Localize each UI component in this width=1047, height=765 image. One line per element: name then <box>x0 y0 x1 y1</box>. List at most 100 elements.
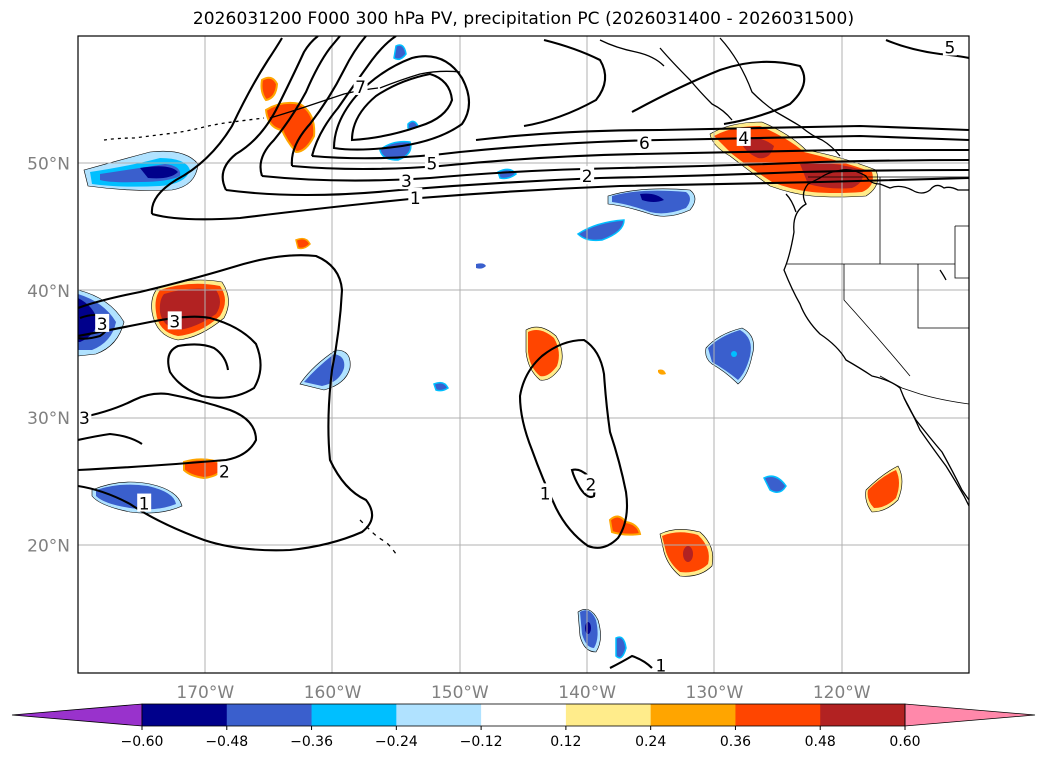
colorbar-segment <box>396 704 482 726</box>
contour-label: 3 <box>97 315 108 335</box>
colorbar-outline <box>141 703 906 727</box>
state-borders <box>786 176 969 405</box>
colorbar-segments <box>11 703 1036 727</box>
longitude-tick-labels: 170°W 160°W 150°W 140°W 130°W 120°W <box>176 683 870 703</box>
precip-negative-area <box>83 150 199 191</box>
contour-label-gap <box>399 171 414 190</box>
precip-negative-area <box>705 327 754 385</box>
colorbar-extend-max <box>904 703 1036 727</box>
colorbar-tick-label: −0.48 <box>205 734 248 750</box>
contour-label: 5 <box>426 154 437 174</box>
contour-label-gap <box>408 187 423 206</box>
colorbar-tick-labels: −0.60 −0.48 −0.36 −0.24 −0.12 0.12 0.24 0.36 0.4… <box>121 726 921 750</box>
precip-negative-area <box>576 219 625 242</box>
contour-label: 2 <box>582 167 593 187</box>
colorbar-segment <box>735 704 821 726</box>
contour-label: 2 <box>219 463 230 483</box>
contour-label: 2 <box>586 475 597 495</box>
pv-contour-3 <box>259 36 341 177</box>
pv-contour-1 <box>151 176 969 221</box>
contour-label: 3 <box>401 172 412 192</box>
pv-contour-4 <box>291 148 969 171</box>
colorbar-segment <box>311 704 397 726</box>
precip-positive-area <box>865 465 903 513</box>
contour-label-gap <box>736 127 751 146</box>
colorbar-segment <box>565 704 652 726</box>
contour-label: 4 <box>738 129 749 149</box>
contour-label-gap <box>580 166 595 185</box>
contour-label: 3 <box>169 312 180 332</box>
lon-tick-label: 160°W <box>304 683 362 703</box>
alaska-coast <box>599 39 665 67</box>
pv-contour-6 <box>332 55 471 151</box>
baja-peninsula <box>903 397 969 507</box>
contour-label-gap <box>78 408 92 427</box>
us-mexico-border <box>879 375 969 405</box>
lat-tick-label: 50°N <box>27 154 70 174</box>
north-america-coast <box>783 168 969 501</box>
precip-negative-area <box>393 44 407 61</box>
colorbar: −0.60 −0.48 −0.36 −0.24 −0.12 0.12 0.24 0.36 0.4… <box>11 703 1036 750</box>
colorbar-tick-label: −0.36 <box>290 734 333 750</box>
contour-label: 3 <box>79 409 90 429</box>
coastlines <box>103 37 969 555</box>
contour-label-gap <box>942 37 957 56</box>
state-border <box>917 264 969 329</box>
precip-negative-area <box>433 381 449 392</box>
contour-label: 7 <box>355 78 366 98</box>
contour-label-gap <box>167 311 182 330</box>
pv-contour-7 <box>350 72 454 142</box>
lat-tick-label: 20°N <box>27 537 70 557</box>
colorbar-tick-label: 0.48 <box>805 734 836 750</box>
colorbar-tick-label: −0.24 <box>375 734 418 750</box>
colorbar-tick-label: 0.36 <box>720 734 751 750</box>
map-background <box>78 36 969 673</box>
map-frame <box>77 35 970 674</box>
pv-contour-5 <box>631 60 806 126</box>
lon-tick-label: 140°W <box>558 683 616 703</box>
contour-label-gap <box>217 461 232 480</box>
precip-negative-area <box>615 636 627 659</box>
lon-tick-label: 130°W <box>686 683 744 703</box>
pv-contour-3 <box>78 432 143 445</box>
contour-label-gap <box>137 493 152 512</box>
contour-label-gap <box>538 483 553 502</box>
colorbar-segment <box>226 704 313 726</box>
pv-contour-2 <box>570 468 596 499</box>
contour-label-gap <box>424 153 439 172</box>
precip-positive-area <box>260 76 279 102</box>
lat-tick-label: 40°N <box>27 282 70 302</box>
contour-label-gap <box>95 313 110 332</box>
precip-negative-area <box>577 609 601 653</box>
contour-label: 1 <box>139 495 150 515</box>
colorbar-extend-min <box>11 703 143 727</box>
lon-tick-label: 120°W <box>813 683 871 703</box>
colorbar-segment <box>142 704 228 726</box>
precipitation-shading <box>78 44 903 659</box>
precip-positive-area <box>295 237 311 250</box>
colorbar-tick-label: 0.24 <box>635 734 666 750</box>
pv-contour-1 <box>609 654 653 669</box>
aleutian-islands <box>379 70 461 89</box>
pv-contour-1 <box>150 37 283 215</box>
colorbar-segment <box>650 704 736 726</box>
pv-contour-5 <box>885 39 969 60</box>
contour-label-gap <box>583 474 598 493</box>
pv-contour-3 <box>261 158 969 182</box>
colorbar-segment <box>481 704 567 726</box>
aleutian-islands <box>103 117 265 141</box>
precip-positive-area <box>658 369 666 375</box>
precip-negative-area <box>91 481 183 514</box>
precip-positive-area <box>525 326 563 381</box>
contour-label: 6 <box>639 134 650 154</box>
alaska-coast <box>659 47 733 121</box>
latitude-tick-labels: 20°N 30°N 40°N 50°N <box>27 154 70 556</box>
state-border <box>843 264 911 377</box>
pv-contour-5 <box>311 134 969 160</box>
precip-negative-area <box>762 475 787 493</box>
colorbar-segment <box>820 704 906 726</box>
pv-contour-1 <box>78 254 374 552</box>
precip-negative-area <box>607 188 696 217</box>
